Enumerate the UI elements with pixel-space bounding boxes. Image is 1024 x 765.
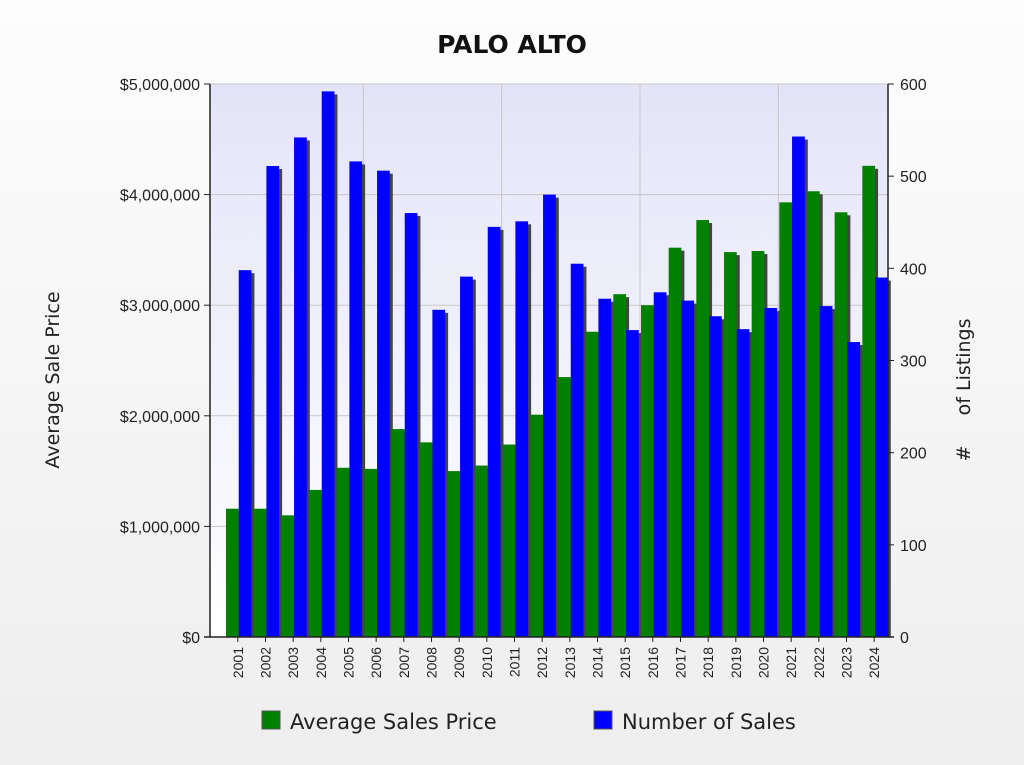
bar-average-price bbox=[530, 414, 544, 637]
x-tick-label: 2003 bbox=[285, 647, 301, 678]
y2-axis-label: # of Listings bbox=[953, 319, 975, 462]
x-tick-label: 2005 bbox=[341, 647, 357, 678]
bar-average-price bbox=[475, 465, 488, 637]
y-axis-ticks: $0 $1,000,000 $2,000,000 $3,000,000 $4,000,0… bbox=[120, 77, 210, 647]
bar-average-price bbox=[336, 467, 350, 637]
bar-average-price bbox=[502, 444, 516, 637]
y2-axis-ticks: 0 100 200 300 400 500 600 bbox=[888, 77, 927, 647]
bar-average-price bbox=[364, 468, 378, 637]
legend-swatch-sales bbox=[593, 710, 613, 730]
bar-average-price bbox=[309, 489, 322, 637]
x-tick-label: 2018 bbox=[700, 647, 716, 678]
bar-average-price bbox=[558, 377, 571, 637]
y-tick-label: $4,000,000 bbox=[120, 188, 200, 205]
chart-title: PALO ALTO bbox=[437, 30, 587, 59]
y2-tick-label: 0 bbox=[900, 630, 909, 647]
bar-number-of-sales bbox=[321, 91, 335, 637]
bar-number-of-sales bbox=[709, 316, 722, 637]
y-tick-label: $3,000,000 bbox=[120, 298, 200, 315]
bar-average-price bbox=[696, 220, 710, 637]
x-tick-label: 2006 bbox=[368, 647, 384, 678]
bar-number-of-sales bbox=[736, 329, 750, 637]
y2-tick-label: 300 bbox=[900, 354, 927, 371]
bar-average-price bbox=[419, 442, 433, 637]
x-tick-label: 2021 bbox=[783, 647, 799, 678]
y2-tick-label: 500 bbox=[900, 169, 927, 186]
bar-average-price bbox=[281, 515, 295, 637]
bar-number-of-sales bbox=[875, 277, 888, 637]
x-tick-label: 2004 bbox=[313, 647, 329, 678]
x-tick-label: 2017 bbox=[673, 647, 689, 678]
bar-average-price bbox=[447, 471, 461, 637]
bar-number-of-sales bbox=[764, 307, 778, 637]
x-tick-label: 2002 bbox=[258, 647, 274, 678]
bars bbox=[226, 91, 891, 638]
bar-average-price bbox=[807, 191, 820, 638]
y-tick-label: $0 bbox=[182, 630, 200, 647]
bar-average-price bbox=[862, 165, 876, 637]
x-tick-label: 2008 bbox=[424, 647, 440, 678]
x-tick-label: 2020 bbox=[756, 647, 772, 678]
x-tick-label: 2011 bbox=[507, 647, 523, 677]
bar-number-of-sales bbox=[653, 292, 667, 637]
bar-average-price bbox=[613, 294, 627, 637]
x-axis-ticks: 2001 2002 2003 2004 2005 2006 2007 2008 2009 2010… bbox=[230, 637, 882, 678]
bar-number-of-sales bbox=[349, 161, 363, 638]
bar-average-price bbox=[585, 331, 599, 637]
bar-number-of-sales bbox=[432, 309, 446, 637]
bar-number-of-sales bbox=[515, 221, 529, 637]
bar-number-of-sales bbox=[543, 194, 556, 637]
bar-average-price bbox=[779, 202, 793, 638]
legend-swatch-price bbox=[261, 710, 281, 730]
legend-label-sales: Number of Sales bbox=[622, 710, 796, 734]
x-tick-label: 2019 bbox=[728, 647, 744, 678]
bar-number-of-sales bbox=[377, 170, 390, 638]
bar-number-of-sales bbox=[847, 342, 861, 637]
x-tick-label: 2001 bbox=[230, 647, 246, 678]
x-tick-label: 2009 bbox=[451, 647, 467, 678]
bar-number-of-sales bbox=[266, 166, 280, 638]
bar-average-price bbox=[724, 252, 737, 637]
y-tick-label: $2,000,000 bbox=[120, 409, 200, 426]
y2-tick-label: 100 bbox=[900, 538, 927, 555]
x-tick-label: 2014 bbox=[590, 647, 606, 678]
bar-number-of-sales bbox=[487, 226, 501, 637]
bar-average-price bbox=[253, 508, 267, 637]
bar-average-price bbox=[751, 251, 765, 638]
x-tick-label: 2022 bbox=[811, 647, 827, 678]
x-tick-label: 2015 bbox=[617, 647, 633, 678]
y2-tick-label: 600 bbox=[900, 77, 927, 94]
x-tick-label: 2007 bbox=[396, 647, 412, 678]
bar-number-of-sales bbox=[294, 137, 307, 637]
y-tick-label: $1,000,000 bbox=[120, 519, 200, 536]
bar-number-of-sales bbox=[792, 136, 805, 637]
x-tick-label: 2012 bbox=[534, 647, 550, 678]
y-tick-label: $5,000,000 bbox=[120, 77, 200, 94]
bar-number-of-sales bbox=[238, 270, 252, 637]
y-axis-label: Average Sale Price bbox=[42, 291, 64, 468]
bar-average-price bbox=[834, 212, 848, 637]
legend-label-price: Average Sales Price bbox=[290, 710, 497, 734]
bar-number-of-sales bbox=[626, 330, 639, 637]
bar-average-price bbox=[392, 429, 405, 637]
bar-average-price bbox=[668, 247, 682, 638]
x-tick-label: 2013 bbox=[562, 647, 578, 678]
x-tick-label: 2016 bbox=[645, 647, 661, 678]
legend: Average Sales Price Number of Sales bbox=[261, 710, 796, 734]
bar-number-of-sales bbox=[598, 298, 612, 637]
bar-number-of-sales bbox=[404, 213, 418, 638]
bar-average-price bbox=[226, 508, 239, 637]
x-tick-label: 2024 bbox=[866, 647, 882, 678]
y2-tick-label: 200 bbox=[900, 446, 927, 463]
bar-number-of-sales bbox=[570, 263, 584, 637]
bar-number-of-sales bbox=[460, 276, 473, 637]
bar-number-of-sales bbox=[819, 306, 833, 637]
bar-number-of-sales bbox=[681, 300, 695, 637]
y2-tick-label: 400 bbox=[900, 261, 927, 278]
bar-average-price bbox=[641, 305, 654, 637]
x-tick-label: 2010 bbox=[479, 647, 495, 678]
x-tick-label: 2023 bbox=[839, 647, 855, 678]
